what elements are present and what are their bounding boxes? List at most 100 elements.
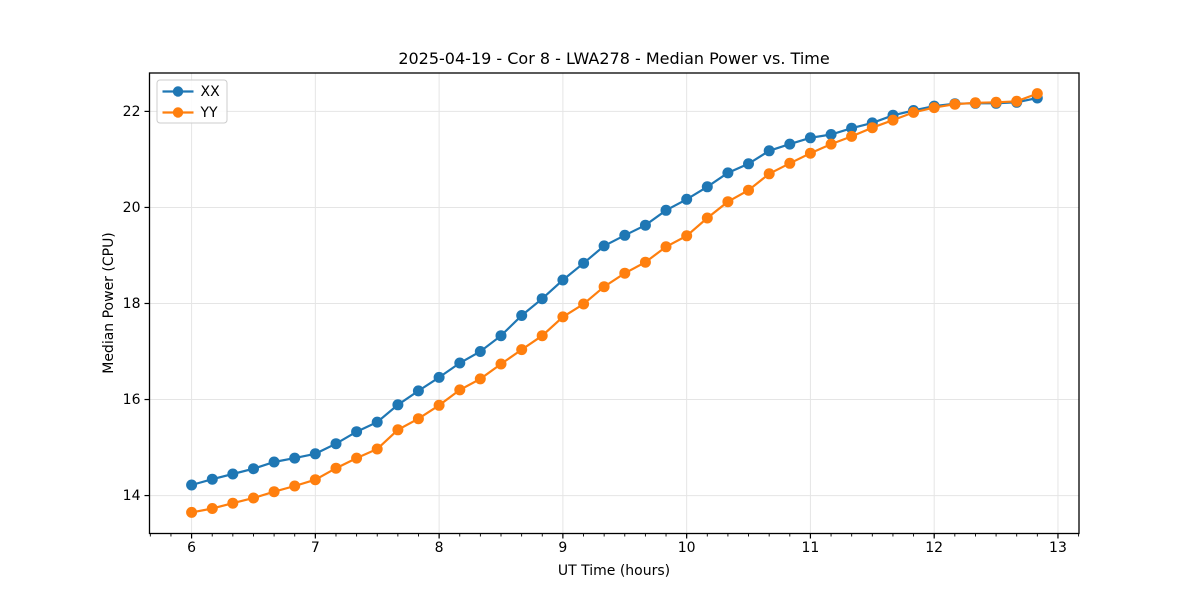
- legend: XX YY: [156, 79, 228, 124]
- plot-border: [148, 72, 1080, 535]
- data-point-yy-10: [392, 424, 404, 436]
- data-point-xx-28: [763, 145, 775, 157]
- data-point-xx-24: [681, 193, 693, 205]
- data-point-yy-5: [289, 480, 301, 492]
- data-point-yy-25: [701, 212, 713, 224]
- data-point-xx-10: [392, 399, 404, 411]
- data-point-yy-23: [660, 241, 672, 253]
- data-point-xx-29: [784, 138, 796, 150]
- data-point-xx-8: [351, 426, 363, 438]
- legend-marker-0: [172, 86, 184, 97]
- data-point-yy-7: [330, 462, 342, 474]
- legend-label-1: YY: [200, 105, 219, 121]
- x-tick-label-8: 8: [435, 540, 444, 556]
- series-yy: [186, 88, 1043, 518]
- data-point-xx-20: [598, 240, 610, 252]
- data-point-xx-13: [454, 357, 466, 369]
- data-point-yy-22: [639, 256, 651, 268]
- data-point-xx-31: [825, 129, 837, 140]
- data-point-yy-39: [990, 96, 1002, 108]
- data-point-yy-31: [825, 138, 837, 150]
- data-point-xx-9: [371, 416, 383, 428]
- data-point-yy-20: [598, 281, 610, 293]
- data-point-yy-2: [227, 497, 239, 509]
- data-point-yy-34: [887, 114, 899, 126]
- data-point-yy-12: [433, 399, 445, 411]
- data-point-yy-13: [454, 384, 466, 396]
- x-tick-label-12: 12: [925, 540, 943, 556]
- data-point-yy-33: [866, 122, 878, 134]
- data-point-yy-35: [908, 106, 919, 118]
- legend-marker-1: [172, 107, 184, 118]
- series-xx: [186, 92, 1043, 491]
- data-point-yy-21: [619, 267, 631, 279]
- data-point-xx-0: [186, 479, 198, 491]
- data-point-xx-18: [557, 274, 569, 286]
- data-point-xx-2: [227, 468, 239, 480]
- y-tick-label-22: 22: [123, 104, 141, 120]
- x-tick-label-11: 11: [802, 540, 820, 556]
- data-point-yy-24: [681, 230, 693, 242]
- y-tick-label-16: 16: [123, 392, 141, 408]
- data-point-xx-26: [722, 167, 734, 179]
- data-point-xx-23: [660, 204, 672, 216]
- data-point-yy-1: [206, 503, 218, 514]
- legend-label-0: XX: [201, 84, 221, 100]
- data-point-yy-19: [578, 298, 590, 310]
- tick-layer: 6 7 8 9 10 11 12 13 14 16 18 20 22: [123, 104, 1080, 556]
- data-point-xx-7: [330, 438, 342, 450]
- data-point-xx-25: [701, 181, 713, 193]
- legend-entry-xx: XX: [162, 84, 221, 100]
- data-point-yy-14: [474, 373, 486, 385]
- data-point-xx-15: [495, 330, 507, 342]
- x-tick-label-9: 9: [558, 540, 567, 556]
- data-point-xx-16: [516, 310, 528, 321]
- data-point-xx-12: [433, 371, 445, 383]
- chart-title: 2025-04-19 - Cor 8 - LWA278 - Median Pow…: [398, 49, 829, 68]
- data-point-xx-4: [268, 456, 280, 468]
- data-point-yy-11: [412, 413, 424, 425]
- data-point-yy-37: [949, 98, 961, 110]
- data-point-xx-21: [619, 229, 631, 241]
- data-point-yy-15: [495, 358, 507, 370]
- x-axis-label: UT Time (hours): [558, 563, 670, 579]
- x-tick-label-6: 6: [187, 540, 196, 556]
- data-point-yy-28: [763, 168, 775, 180]
- data-point-yy-26: [722, 196, 734, 208]
- series-xx-line: [191, 96, 1038, 487]
- x-tick-label-13: 13: [1049, 540, 1067, 556]
- data-point-yy-38: [969, 97, 981, 109]
- data-point-xx-32: [846, 122, 858, 134]
- data-point-xx-11: [412, 385, 424, 397]
- data-point-xx-22: [639, 219, 651, 231]
- x-tick-label-7: 7: [311, 540, 320, 556]
- grid-layer: [149, 73, 1079, 534]
- data-point-yy-32: [846, 130, 858, 142]
- y-tick-label-20: 20: [123, 200, 141, 216]
- data-point-yy-17: [536, 330, 548, 342]
- data-point-yy-29: [784, 157, 796, 169]
- data-point-xx-14: [474, 346, 486, 357]
- legend-entry-yy: YY: [162, 105, 219, 121]
- data-point-xx-1: [206, 473, 218, 485]
- y-tick-label-14: 14: [123, 488, 141, 504]
- data-point-xx-5: [289, 452, 301, 464]
- y-tick-label-18: 18: [123, 296, 141, 312]
- data-point-xx-27: [743, 158, 754, 170]
- data-point-yy-27: [743, 184, 754, 196]
- data-point-yy-18: [557, 311, 569, 323]
- data-point-yy-30: [804, 147, 816, 159]
- data-point-yy-3: [248, 492, 259, 504]
- data-point-yy-0: [186, 506, 198, 518]
- y-axis-label: Median Power (CPU): [101, 232, 117, 374]
- data-point-xx-17: [536, 293, 548, 305]
- data-point-yy-4: [268, 486, 280, 498]
- data-point-yy-6: [309, 474, 321, 486]
- data-point-yy-36: [928, 102, 940, 114]
- data-point-yy-9: [371, 443, 383, 455]
- data-point-xx-3: [248, 463, 259, 475]
- data-point-yy-8: [351, 452, 363, 464]
- x-tick-label-10: 10: [678, 540, 696, 556]
- data-point-xx-6: [309, 448, 321, 460]
